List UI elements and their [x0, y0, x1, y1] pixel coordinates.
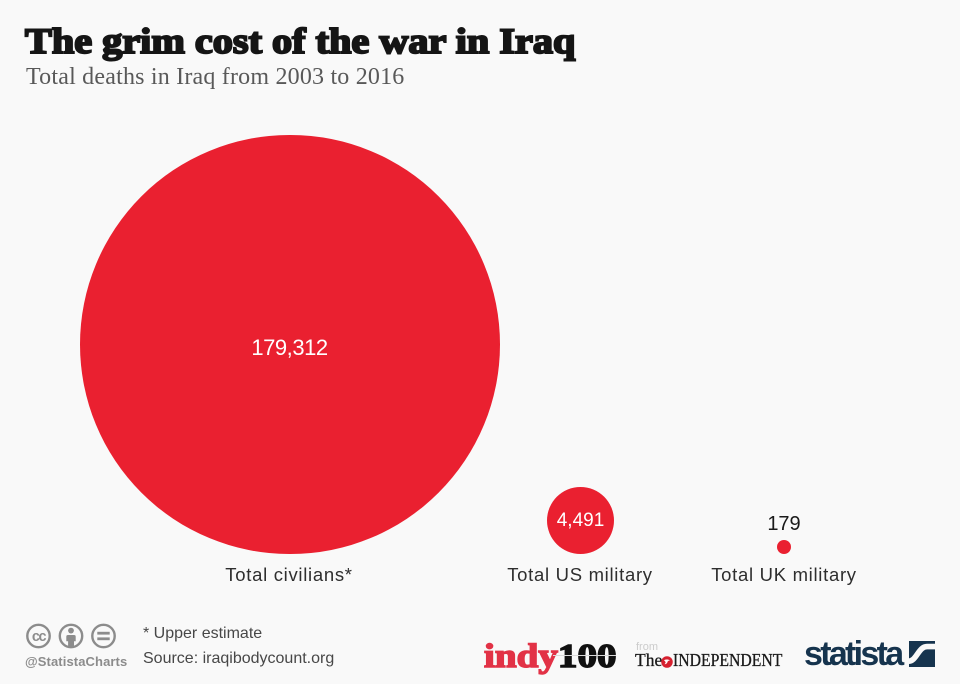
svg-text:cc: cc	[32, 629, 47, 645]
